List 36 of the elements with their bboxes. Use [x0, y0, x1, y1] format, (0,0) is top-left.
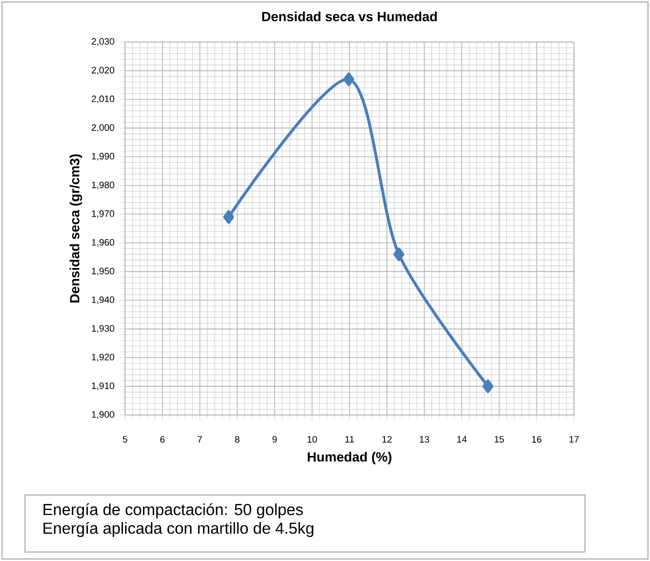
y-tick-label: 1,910	[92, 382, 114, 390]
y-tick-label: 1,940	[92, 296, 114, 304]
x-tick-label: 11	[345, 436, 354, 442]
y-tick-label: 2,030	[92, 38, 114, 46]
x-tick-label: 8	[235, 436, 240, 443]
y-tick-label: 2,010	[92, 96, 114, 104]
text: Energía aplicada con martillo de 4.5kg	[44, 522, 314, 538]
y-tick-label: 1,990	[92, 152, 114, 161]
text: Energía de compactación: 50 golpes	[44, 503, 303, 518]
y-tick-label: 1,970	[92, 210, 114, 218]
x-tick-label: 15	[494, 436, 504, 443]
y-tick-label: 1,920	[92, 354, 114, 362]
y-axis-title: Densidad seca (gr/cm3)	[70, 154, 82, 302]
x-tick-label: 9	[272, 436, 277, 443]
point	[223, 210, 234, 224]
x-axis-title: Humedad (%)	[308, 452, 392, 464]
x-tick-label: 13	[420, 436, 430, 443]
x-tick-label: 14	[457, 436, 467, 442]
x-tick-label: 6	[160, 436, 165, 443]
x-tick-label: 12	[382, 436, 392, 443]
x-tick-label: 16	[532, 436, 542, 443]
y-tick-label: 1,960	[92, 239, 114, 247]
y-tick-label: 1,980	[92, 182, 114, 190]
point	[393, 248, 404, 262]
y-tick-label: 1,900	[92, 411, 114, 419]
y-tick-label: 1,950	[92, 268, 114, 276]
y-tick-label: 1,930	[92, 325, 114, 333]
x-tick-label: 10	[308, 436, 317, 443]
point	[343, 72, 354, 86]
x-tick-label: 7	[198, 436, 202, 442]
y-tick-label: 2,020	[92, 66, 114, 75]
x-tick-label: 5	[122, 436, 128, 443]
point	[482, 380, 494, 394]
x-tick-label: 17	[570, 436, 579, 442]
y-tick-label: 2,000	[92, 124, 114, 132]
chart-title: Densidad seca vs Humedad	[262, 11, 437, 22]
